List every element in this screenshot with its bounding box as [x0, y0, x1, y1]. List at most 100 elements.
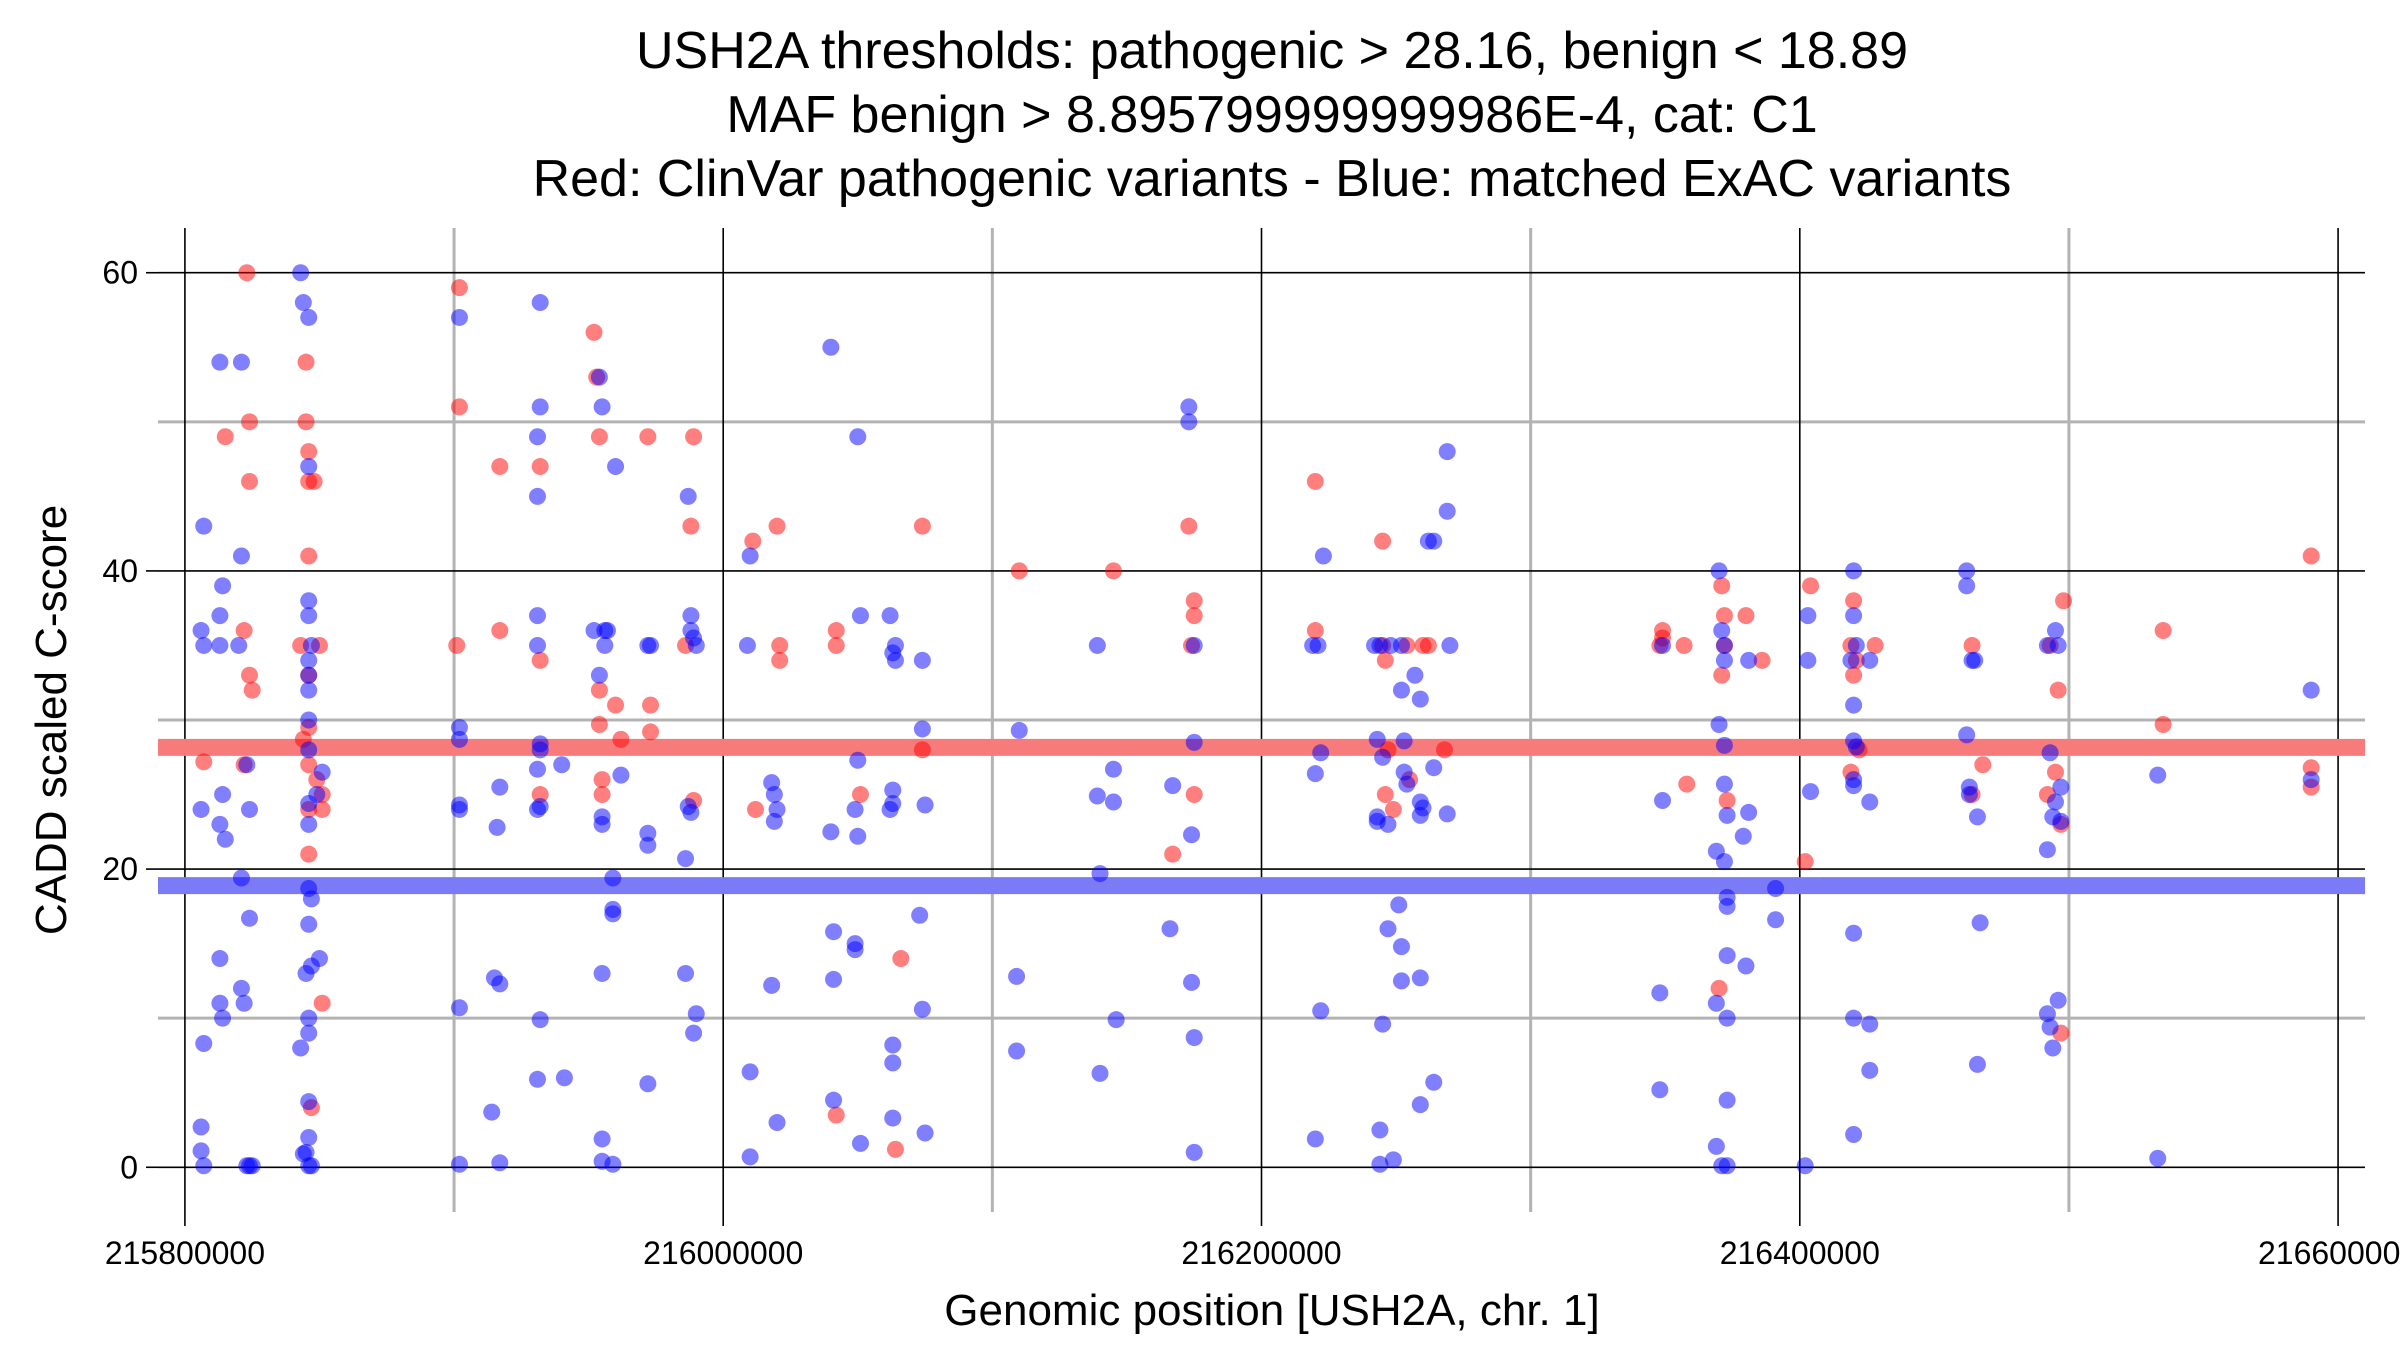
exac-point: [310, 950, 328, 968]
x-tick-label: 216000000: [643, 1235, 803, 1271]
exac-point: [763, 976, 781, 994]
exac-point: [1734, 827, 1752, 845]
exac-point: [2046, 622, 2064, 640]
exac-point: [741, 547, 759, 565]
clinvar-point: [1376, 651, 1394, 669]
clinvar-point: [744, 532, 762, 550]
exac-point: [1968, 808, 1986, 826]
exac-point: [302, 1157, 320, 1175]
exac-point: [1392, 972, 1410, 990]
clinvar-point: [1104, 562, 1122, 580]
exac-point: [1651, 984, 1669, 1002]
clinvar-point: [771, 651, 789, 669]
exac-point: [825, 923, 843, 941]
exac-point: [639, 824, 657, 842]
exac-point: [195, 636, 213, 654]
exac-point: [528, 487, 546, 505]
exac-point: [450, 730, 468, 748]
exac-point: [913, 651, 931, 669]
exac-point: [1107, 1011, 1125, 1029]
exac-point: [1958, 562, 1976, 580]
clinvar-point: [241, 666, 259, 684]
clinvar-point: [827, 636, 845, 654]
exac-point: [528, 800, 546, 818]
exac-point: [884, 794, 902, 812]
exac-point: [849, 827, 867, 845]
clinvar-point: [593, 771, 611, 789]
clinvar-point: [1802, 577, 1820, 595]
exac-point: [1715, 853, 1733, 871]
exac-point: [1398, 775, 1416, 793]
exac-point: [2302, 771, 2320, 789]
clinvar-point: [2302, 547, 2320, 565]
exac-point: [1845, 696, 1863, 714]
exac-point: [679, 487, 697, 505]
x-tick-label: 216400000: [1720, 1235, 1880, 1271]
clinvar-point: [1963, 636, 1981, 654]
exac-point: [292, 264, 310, 282]
exac-point: [300, 1128, 318, 1146]
exac-point: [450, 800, 468, 818]
exac-point: [687, 1005, 705, 1023]
exac-point: [235, 994, 253, 1012]
exac-point: [1740, 651, 1758, 669]
y-tick-label: 0: [120, 1149, 138, 1185]
exac-point: [825, 970, 843, 988]
clinvar-point: [593, 786, 611, 804]
exac-point: [241, 800, 259, 818]
exac-point: [1842, 651, 1860, 669]
exac-point: [528, 428, 546, 446]
exac-point: [1767, 879, 1785, 897]
exac-point: [1371, 1121, 1389, 1139]
clinvar-point: [2055, 592, 2073, 610]
exac-point: [1312, 1002, 1330, 1020]
exac-point: [300, 1009, 318, 1027]
exac-point: [192, 800, 210, 818]
exac-point: [192, 1118, 210, 1136]
clinvar-point: [1376, 786, 1394, 804]
exac-point: [1425, 1073, 1443, 1091]
clinvar-point: [913, 741, 931, 759]
clinvar-point: [682, 517, 700, 535]
exac-point: [884, 644, 902, 662]
exac-point: [1374, 748, 1392, 766]
exac-point: [677, 850, 695, 868]
exac-point: [1845, 924, 1863, 942]
clinvar-point: [1845, 666, 1863, 684]
title-line-2: MAF benign > 8.895799999999986E-4, cat: …: [726, 86, 1817, 144]
exac-point: [308, 786, 326, 804]
exac-point: [1845, 777, 1863, 795]
clinvar-point: [1164, 845, 1182, 863]
exac-point: [1441, 636, 1459, 654]
exac-point: [313, 763, 331, 781]
exac-point: [531, 398, 549, 416]
exac-point: [1845, 1009, 1863, 1027]
clinvar-point: [300, 547, 318, 565]
clinvar-point: [305, 472, 323, 490]
clinvar-point: [1306, 472, 1324, 490]
exac-point: [2149, 1149, 2167, 1167]
clinvar-point: [450, 398, 468, 416]
clinvar-point: [1185, 607, 1203, 625]
exac-point: [639, 1075, 657, 1093]
clinvar-point: [1675, 636, 1693, 654]
clinvar-point: [590, 428, 608, 446]
exac-point: [851, 607, 869, 625]
clinvar-point: [313, 994, 331, 1012]
clinvar-point: [300, 845, 318, 863]
exac-point: [2046, 793, 2064, 811]
exac-point: [300, 741, 318, 759]
exac-point: [230, 636, 248, 654]
exac-point: [1164, 777, 1182, 795]
exac-point: [1707, 1137, 1725, 1155]
exac-point: [1183, 973, 1201, 991]
exac-point: [300, 458, 318, 476]
exac-point: [1185, 733, 1203, 751]
clinvar-point: [448, 636, 466, 654]
major-gridlines: [158, 228, 2365, 1212]
exac-point: [2041, 744, 2059, 762]
clinvar-point: [1419, 636, 1437, 654]
exac-point: [685, 1024, 703, 1042]
